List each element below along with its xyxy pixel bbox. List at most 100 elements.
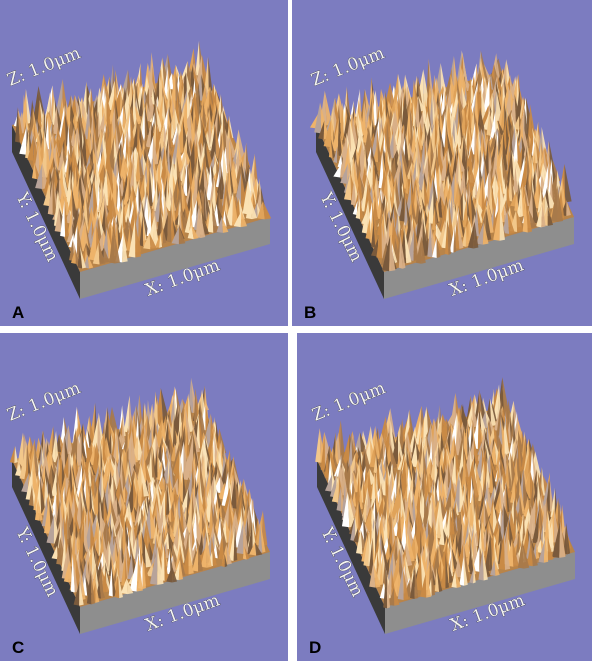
spike xyxy=(199,461,206,497)
spike xyxy=(159,232,163,248)
spike xyxy=(144,562,151,587)
side-wall-left xyxy=(12,460,80,634)
spike xyxy=(333,146,338,163)
panel-letter: B xyxy=(304,303,316,322)
spike xyxy=(35,478,42,514)
spike xyxy=(148,168,153,207)
spike xyxy=(404,197,409,227)
spike xyxy=(493,202,500,241)
spike xyxy=(166,185,172,212)
spike xyxy=(51,430,57,463)
spike xyxy=(171,507,176,522)
spike xyxy=(72,553,78,593)
spike xyxy=(187,224,194,240)
spike xyxy=(531,139,538,164)
side-wall-left xyxy=(12,125,80,299)
spike xyxy=(69,239,75,262)
spike xyxy=(120,578,128,595)
spike xyxy=(93,129,99,167)
spike xyxy=(410,442,418,468)
spike xyxy=(17,107,24,143)
spike xyxy=(485,208,492,241)
spike xyxy=(434,205,439,231)
spike xyxy=(514,188,519,212)
side-wall-front xyxy=(384,217,574,299)
spike xyxy=(188,546,194,575)
spike xyxy=(34,162,41,180)
spike xyxy=(224,553,228,568)
spike xyxy=(532,189,539,224)
spike xyxy=(541,466,546,497)
spike xyxy=(422,217,429,257)
spike xyxy=(193,388,198,427)
spike xyxy=(43,180,51,207)
spike xyxy=(421,196,427,215)
spike xyxy=(501,153,509,187)
spike xyxy=(178,226,186,245)
spike xyxy=(547,186,556,209)
spike xyxy=(323,118,332,148)
spike xyxy=(260,521,266,553)
spike xyxy=(114,573,120,599)
spike xyxy=(331,117,340,152)
spike xyxy=(373,142,379,163)
spike xyxy=(68,123,74,159)
spike xyxy=(155,103,163,133)
spike xyxy=(16,432,24,472)
spike xyxy=(483,496,487,534)
spike xyxy=(512,133,518,167)
spike xyxy=(423,177,429,206)
spike xyxy=(167,482,173,516)
spike xyxy=(155,232,161,248)
spike xyxy=(483,75,490,113)
spike xyxy=(498,434,504,451)
spike xyxy=(204,185,212,220)
spike xyxy=(379,189,385,220)
spike xyxy=(502,377,510,417)
spike xyxy=(206,537,212,568)
spike xyxy=(173,559,181,581)
spike xyxy=(486,457,491,489)
spike xyxy=(172,566,178,583)
spike xyxy=(15,463,22,477)
spike xyxy=(186,187,191,212)
spike xyxy=(112,546,120,583)
spike xyxy=(462,403,467,434)
spike xyxy=(73,581,80,606)
spike xyxy=(52,179,57,215)
spike xyxy=(416,175,421,199)
spike xyxy=(523,469,529,509)
spike xyxy=(335,432,339,466)
spike xyxy=(462,165,467,203)
spike xyxy=(156,207,161,237)
z-axis-label: Z: 1.0μm xyxy=(308,43,387,90)
spike xyxy=(204,56,209,94)
spike xyxy=(541,203,546,228)
spike xyxy=(520,186,523,218)
spike xyxy=(117,196,124,234)
spike xyxy=(466,120,471,152)
spike xyxy=(382,234,391,272)
spike xyxy=(59,113,67,147)
spike xyxy=(445,487,452,511)
spike xyxy=(446,118,452,151)
spike xyxy=(53,527,60,549)
spike xyxy=(470,165,477,188)
spike xyxy=(472,403,479,428)
spike xyxy=(91,442,98,475)
spike xyxy=(146,519,154,555)
spike xyxy=(427,93,432,131)
spike xyxy=(350,179,356,206)
spike xyxy=(503,425,509,462)
spike xyxy=(429,449,436,486)
spike xyxy=(35,163,43,189)
spike xyxy=(39,478,46,514)
spike xyxy=(412,213,419,251)
spike xyxy=(66,123,71,159)
spike xyxy=(234,171,242,205)
spike xyxy=(320,434,325,471)
spike xyxy=(144,136,149,156)
spike xyxy=(413,229,419,261)
spike xyxy=(441,414,447,442)
spike xyxy=(76,432,83,466)
